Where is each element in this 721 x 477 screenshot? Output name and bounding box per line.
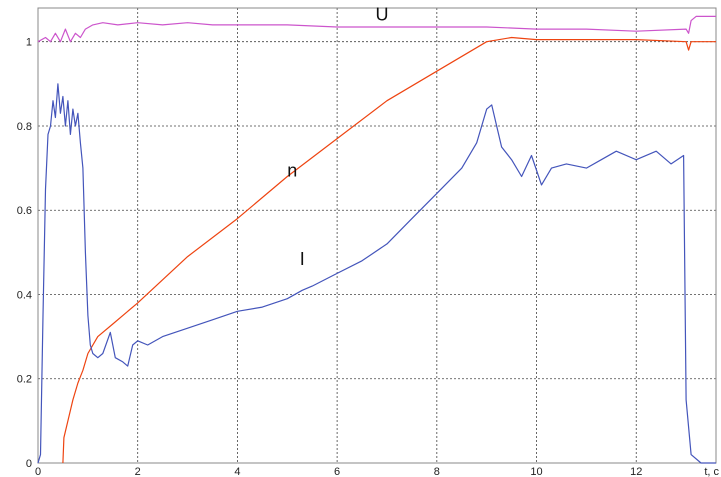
x-tick-label: 0 xyxy=(35,466,41,477)
y-tick-label: 0.2 xyxy=(17,374,32,386)
y-tick-label: 0.4 xyxy=(17,289,32,301)
series-line-n xyxy=(62,36,716,464)
grid-layer xyxy=(38,8,716,463)
x-tick-label: 10 xyxy=(530,466,542,477)
series-line-u xyxy=(37,15,716,43)
y-tick-label: 0.8 xyxy=(17,121,32,133)
series-line-i xyxy=(37,83,716,464)
series-layer xyxy=(37,15,716,464)
x-axis-label: t, c xyxy=(704,466,719,477)
series-label-n: n xyxy=(287,161,297,181)
y-tick-label: 0 xyxy=(26,458,32,470)
series-label-i: I xyxy=(300,249,305,269)
x-tick-label: 6 xyxy=(334,466,340,477)
labels-layer: Un I xyxy=(287,5,388,269)
y-tick-label: 1 xyxy=(26,37,32,49)
x-tick-label: 2 xyxy=(135,466,141,477)
series-label-u: U xyxy=(375,5,388,25)
x-tick-label: 12 xyxy=(630,466,642,477)
y-tick-label: 0.6 xyxy=(17,205,32,217)
plot-frame xyxy=(37,7,717,464)
x-tick-label: 8 xyxy=(434,466,440,477)
x-tick-label: 4 xyxy=(234,466,240,477)
axes-layer: 0 2 4 6 8 10 12 0 0.2 0.4 0.6 0.8 1 t, c xyxy=(17,7,719,477)
